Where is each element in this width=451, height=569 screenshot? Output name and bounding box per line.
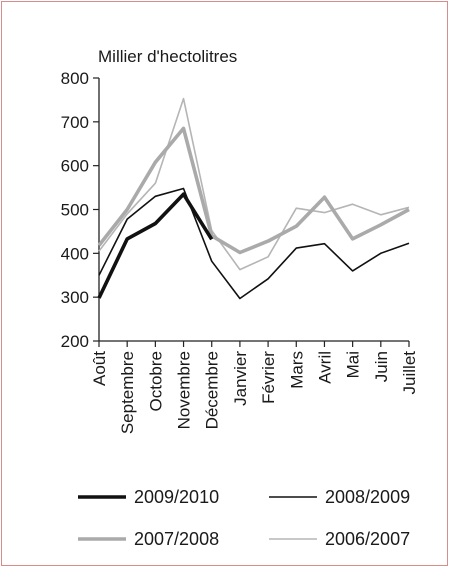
y-tick-label: 500 <box>61 201 89 220</box>
y-axis-label: Millier d'hectolitres <box>98 47 237 66</box>
y-tick-label: 400 <box>61 244 89 263</box>
series-line <box>97 126 410 255</box>
x-tick-label: Mars <box>287 351 306 389</box>
x-tick-label: Janvier <box>231 351 250 406</box>
x-tick-label: Novembre <box>175 351 194 429</box>
legend-label: 2006/2007 <box>325 529 410 549</box>
x-tick-label: Juin <box>372 351 391 382</box>
x-tick-label: Mai <box>344 351 363 378</box>
series-line <box>97 192 214 299</box>
x-tick-label: Août <box>90 351 109 386</box>
y-tick-label: 300 <box>61 288 89 307</box>
legend-label: 2009/2010 <box>134 487 219 507</box>
y-tick-label: 200 <box>61 332 89 351</box>
series-line <box>98 97 410 271</box>
series-layer <box>97 97 410 300</box>
x-tick-label: Avril <box>315 351 334 384</box>
x-tick-label: Décembre <box>203 351 222 429</box>
y-tick-label: 800 <box>61 69 89 88</box>
x-tick-label: Octobre <box>146 351 165 411</box>
y-tick-label: 600 <box>61 157 89 176</box>
y-tick-label: 700 <box>61 113 89 132</box>
legend-label: 2007/2008 <box>134 529 219 549</box>
legend: 2009/2010 2008/2009 2007/2008 2006/2007 <box>78 487 410 549</box>
axes: 200 300 400 500 600 700 800 Août Septembre Octobr… <box>61 69 419 434</box>
x-tick-label: Septembre <box>118 351 137 434</box>
legend-label: 2008/2009 <box>325 487 410 507</box>
series-line <box>98 187 410 300</box>
x-tick-label: Février <box>259 351 278 404</box>
x-tick-label: Juillet <box>400 351 419 395</box>
